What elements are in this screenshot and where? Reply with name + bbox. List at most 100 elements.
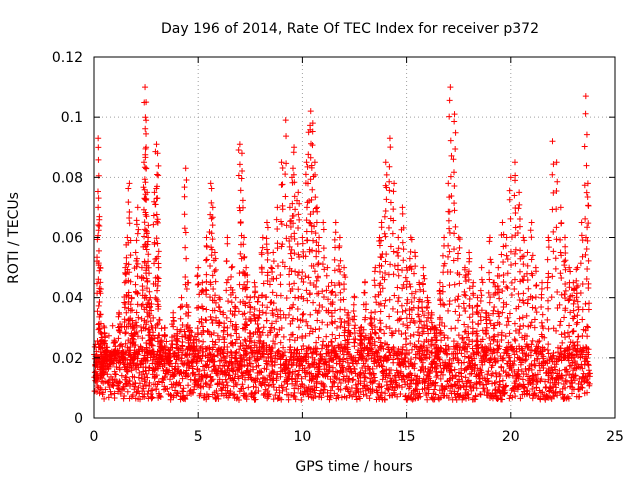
data-point bbox=[451, 111, 458, 118]
data-point bbox=[312, 205, 319, 212]
data-point bbox=[275, 347, 282, 354]
data-point bbox=[207, 313, 214, 320]
data-point bbox=[452, 325, 459, 332]
data-point bbox=[455, 250, 462, 257]
data-point bbox=[326, 367, 333, 374]
data-point bbox=[375, 347, 382, 354]
data-point bbox=[214, 332, 221, 339]
data-point bbox=[195, 304, 202, 311]
data-point bbox=[462, 308, 469, 315]
data-point bbox=[586, 300, 593, 307]
data-point bbox=[125, 199, 132, 206]
data-point bbox=[439, 371, 446, 378]
data-point bbox=[378, 219, 385, 226]
data-point bbox=[167, 396, 174, 403]
data-point bbox=[247, 294, 254, 301]
x-tick-label: 20 bbox=[502, 429, 520, 445]
data-points bbox=[91, 84, 593, 403]
data-point bbox=[407, 332, 414, 339]
data-point bbox=[509, 394, 516, 401]
data-point bbox=[557, 318, 564, 325]
data-point bbox=[133, 389, 140, 396]
data-point bbox=[453, 372, 460, 379]
data-point bbox=[461, 288, 468, 295]
data-point bbox=[352, 336, 359, 343]
data-point bbox=[349, 377, 356, 384]
data-point bbox=[112, 371, 119, 378]
data-point bbox=[218, 368, 225, 375]
data-point bbox=[289, 165, 296, 172]
data-point bbox=[400, 246, 407, 253]
data-point bbox=[183, 373, 190, 380]
data-point bbox=[170, 371, 177, 378]
data-point bbox=[574, 312, 581, 319]
data-point bbox=[452, 223, 459, 230]
data-point bbox=[125, 185, 132, 192]
data-point bbox=[524, 388, 531, 395]
data-point bbox=[478, 264, 485, 271]
data-point bbox=[344, 359, 351, 366]
data-point bbox=[332, 374, 339, 381]
data-point bbox=[456, 244, 463, 251]
data-point bbox=[499, 377, 506, 384]
data-point bbox=[94, 308, 101, 315]
data-point bbox=[143, 344, 150, 351]
data-point bbox=[203, 234, 210, 241]
data-point bbox=[203, 278, 210, 285]
data-point bbox=[452, 308, 459, 315]
data-point bbox=[298, 375, 305, 382]
data-point bbox=[237, 207, 244, 214]
data-point bbox=[505, 318, 512, 325]
data-point bbox=[214, 369, 221, 376]
data-point bbox=[182, 229, 189, 236]
data-point bbox=[388, 366, 395, 373]
data-point bbox=[211, 362, 218, 369]
data-point bbox=[134, 230, 141, 237]
data-point bbox=[334, 324, 340, 331]
data-point bbox=[484, 378, 491, 385]
data-point bbox=[390, 206, 397, 213]
data-point bbox=[291, 144, 298, 151]
data-point bbox=[223, 314, 230, 321]
data-point bbox=[307, 391, 314, 398]
data-point bbox=[310, 237, 317, 244]
y-tick-label: 0 bbox=[74, 411, 83, 427]
chart-title: Day 196 of 2014, Rate Of TEC Index for r… bbox=[161, 21, 539, 37]
data-point bbox=[466, 249, 473, 256]
data-point bbox=[164, 385, 171, 392]
data-point bbox=[200, 383, 207, 390]
data-point bbox=[332, 229, 339, 236]
data-point bbox=[154, 240, 161, 247]
data-point bbox=[319, 261, 326, 268]
data-point bbox=[145, 251, 152, 258]
data-point bbox=[369, 365, 376, 372]
data-point bbox=[451, 118, 458, 125]
data-point bbox=[126, 215, 133, 222]
data-point bbox=[367, 320, 374, 327]
data-point bbox=[144, 278, 151, 285]
data-point bbox=[94, 254, 101, 261]
data-point bbox=[538, 285, 545, 292]
data-point bbox=[564, 329, 571, 336]
data-point bbox=[451, 183, 458, 190]
data-point bbox=[365, 352, 372, 359]
data-point bbox=[561, 330, 568, 337]
data-point bbox=[120, 385, 127, 392]
data-point bbox=[292, 268, 299, 275]
data-point bbox=[462, 374, 469, 381]
data-point bbox=[504, 371, 511, 378]
data-point bbox=[161, 324, 168, 331]
data-point bbox=[584, 333, 591, 340]
data-point bbox=[348, 368, 355, 375]
data-point bbox=[253, 384, 260, 391]
data-point bbox=[255, 325, 262, 332]
data-point bbox=[506, 196, 513, 203]
data-point bbox=[195, 264, 202, 271]
data-point bbox=[495, 346, 502, 353]
data-point bbox=[328, 319, 335, 326]
data-point bbox=[577, 289, 584, 296]
data-point bbox=[288, 255, 295, 262]
data-point bbox=[236, 270, 243, 277]
data-point bbox=[243, 293, 250, 300]
data-point bbox=[557, 270, 564, 277]
